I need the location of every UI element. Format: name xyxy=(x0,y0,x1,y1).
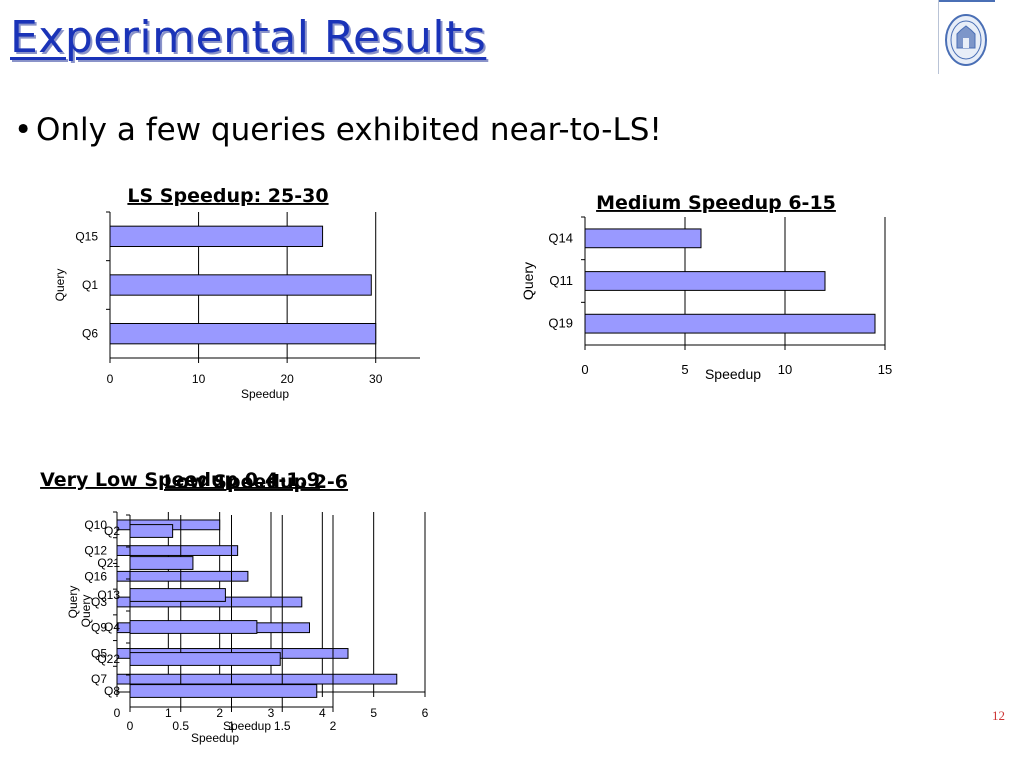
x-tick-label: 4 xyxy=(319,706,326,720)
x-tick-label: 3 xyxy=(268,706,275,720)
bar-q19 xyxy=(584,313,876,334)
bullet-text: Only a few queries exhibited near-to-LS! xyxy=(36,112,662,148)
x-axis-label: Speedup xyxy=(223,719,271,733)
x-tick-label: 10 xyxy=(778,362,792,377)
x-axis-label: Speedup xyxy=(241,387,289,401)
chart-very-low-speedup: Very Low Speedup 0.4-1.90 0.5 1 1.5 2Q2Q21Q1… xyxy=(40,469,337,745)
bar-q6 xyxy=(109,322,377,345)
bar-q8 xyxy=(129,684,318,698)
bar-q13 xyxy=(129,588,226,602)
chart-ls-speedup: LS Speedup: 25-30 0 10 20 30 Q15 Q1 Q6 Speedup Qu… xyxy=(53,185,420,401)
bar-q4 xyxy=(129,620,258,634)
bar-q14 xyxy=(584,228,702,249)
university-seal-icon xyxy=(945,14,987,66)
bar-q22 xyxy=(129,652,281,666)
x-tick-label: 30 xyxy=(369,372,383,386)
y-axis-label: Query xyxy=(66,586,80,619)
chart-title: Low Speedup 2-6 xyxy=(164,471,348,493)
x-tick-label: 5 xyxy=(681,362,688,377)
bar-q21 xyxy=(129,556,194,570)
category-label: Q10 xyxy=(84,518,107,532)
x-tick-label: 0 xyxy=(127,719,134,733)
x-tick-label: 0 xyxy=(114,706,121,720)
bullet-point: • Only a few queries exhibited near-to-LS… xyxy=(14,112,662,148)
university-logo xyxy=(938,0,995,74)
x-tick-label: 1 xyxy=(228,719,235,733)
bar-q1 xyxy=(109,274,372,296)
chart-medium-speedup: Medium Speedup 6-15 0 5 10 15 Q14 Q11 Q19 Speedu… xyxy=(520,192,892,382)
x-tick-label: 1.5 xyxy=(274,719,291,733)
logo-accent-bar xyxy=(939,0,995,2)
x-axis-label: Speedup xyxy=(191,731,239,745)
x-tick-label: 2 xyxy=(330,719,337,733)
x-tick-label: 15 xyxy=(878,362,892,377)
page-number: 12 xyxy=(992,708,1005,723)
bar-q16 xyxy=(116,570,249,582)
chart-title: Very Low Speedup 0.4-1.9 xyxy=(40,469,320,491)
x-tick-label: 5 xyxy=(370,706,377,720)
x-tick-label: 20 xyxy=(280,372,294,386)
category-label: Q8 xyxy=(104,684,120,698)
x-tick-label: 1 xyxy=(165,706,172,720)
x-tick-label: 2 xyxy=(216,706,223,720)
category-label: Q11 xyxy=(549,273,573,288)
category-label: Q14 xyxy=(548,230,573,245)
category-label: Q3 xyxy=(91,595,107,609)
x-tick-label: 0.5 xyxy=(172,719,189,733)
category-label: Q15 xyxy=(75,229,98,243)
category-label: Q6 xyxy=(82,327,98,341)
category-label: Q19 xyxy=(548,316,573,331)
category-label: Q22 xyxy=(97,652,120,666)
y-axis-label: Query xyxy=(79,595,93,628)
y-axis-label: Query xyxy=(520,262,536,300)
x-tick-label: 0 xyxy=(107,372,114,386)
y-axis-label: Query xyxy=(53,269,67,302)
bar-q2 xyxy=(129,524,174,538)
chart-title: LS Speedup: 25-30 xyxy=(127,185,328,207)
chart-low-speedup: Low Speedup 2-60 1 2 3 4 5 6Q10Q12Q16Q3Q9Q5Q7S… xyxy=(66,471,429,733)
x-axis-label: Speedup xyxy=(705,366,761,382)
category-label: Q4 xyxy=(104,620,120,634)
category-label: Q21 xyxy=(97,556,120,570)
category-label: Q7 xyxy=(91,672,107,686)
category-label: Q13 xyxy=(97,588,120,602)
slide-title: Experimental Results xyxy=(10,12,487,63)
chart-title: Medium Speedup 6-15 xyxy=(596,192,836,214)
category-label: Q12 xyxy=(84,544,107,558)
x-tick-label: 0 xyxy=(581,362,588,377)
category-label: Q1 xyxy=(82,278,98,292)
category-label: Q9 xyxy=(91,621,107,635)
bar-q11 xyxy=(584,271,826,291)
x-tick-label: 10 xyxy=(192,372,206,386)
bar-q12 xyxy=(116,545,239,556)
bullet-icon: • xyxy=(14,112,33,148)
bar-q15 xyxy=(109,225,324,248)
category-label: Q2 xyxy=(104,524,120,538)
bar-q7 xyxy=(116,673,398,685)
x-tick-label: 6 xyxy=(422,706,429,720)
category-label: Q5 xyxy=(91,646,107,660)
category-label: Q16 xyxy=(84,569,107,583)
